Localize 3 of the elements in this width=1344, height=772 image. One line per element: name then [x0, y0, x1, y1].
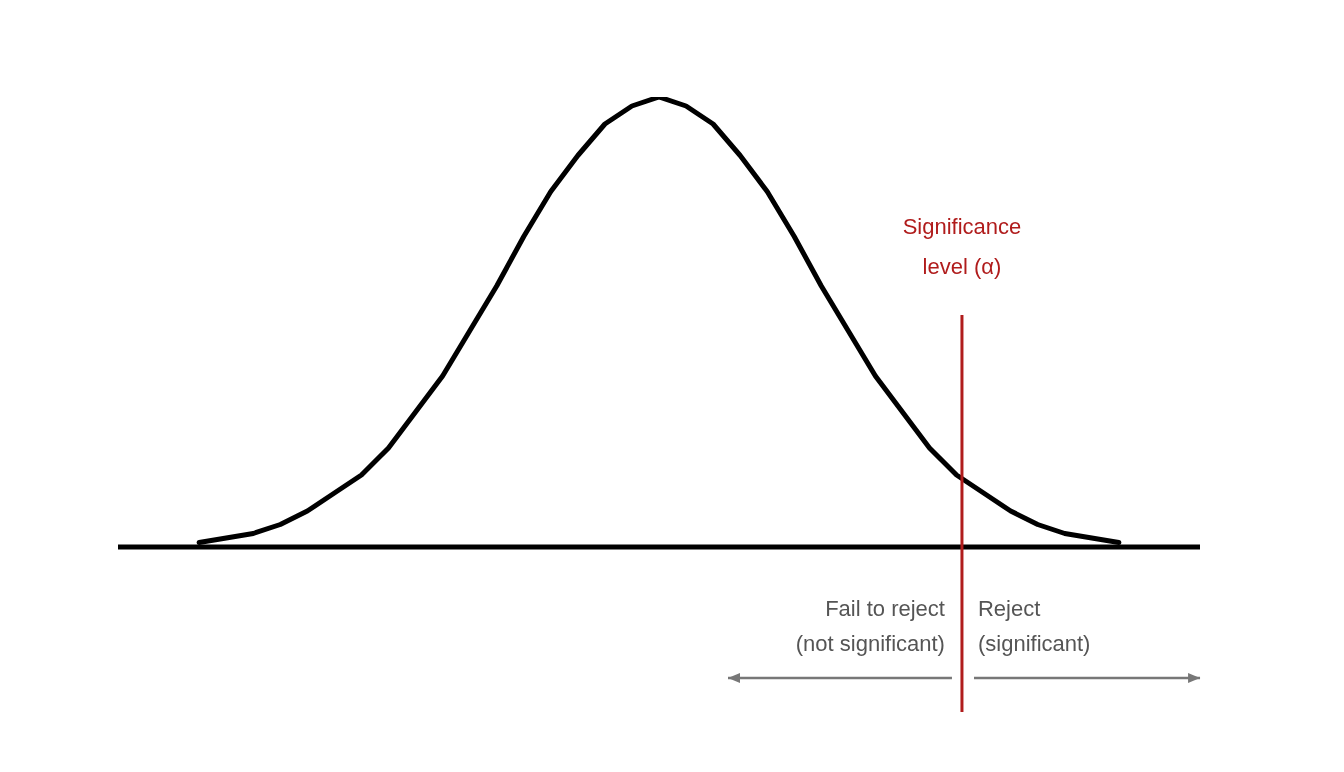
text: Reject (significant) — [977, 596, 1091, 657]
text: Significance level (α) — [902, 214, 1022, 280]
text: Fail to reject (not significant) — [795, 596, 945, 657]
